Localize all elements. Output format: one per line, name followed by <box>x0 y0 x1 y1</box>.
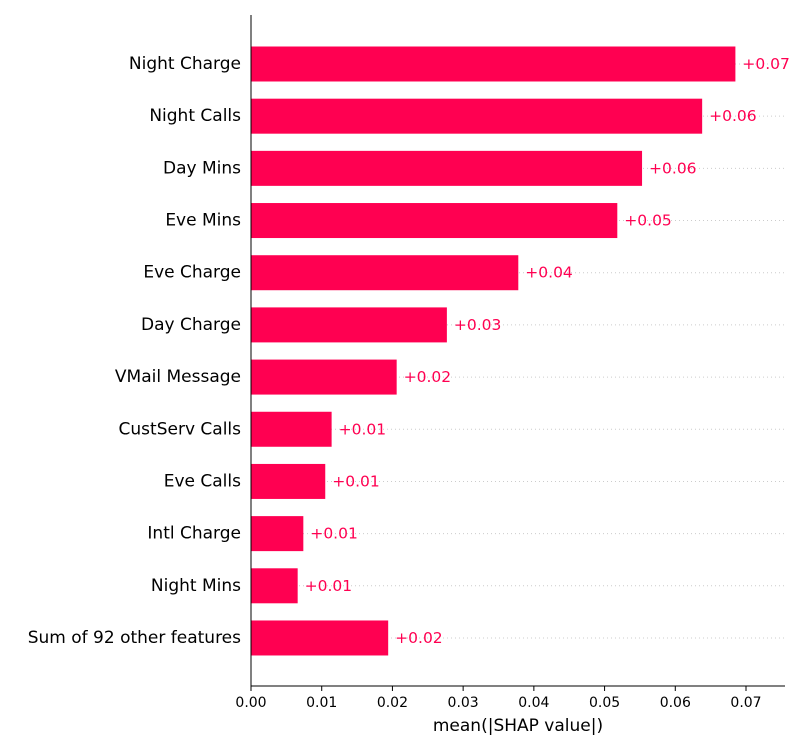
x-tick-label: 0.05 <box>589 695 620 711</box>
value-label: +0.05 <box>624 212 672 230</box>
bar-10 <box>251 516 304 552</box>
value-label: +0.01 <box>310 525 358 543</box>
x-axis-title: mean(|SHAP value|) <box>433 716 603 736</box>
label-layer: Night Charge +0.07 Night Calls +0.06 Day Min… <box>28 54 790 648</box>
bar-3 <box>251 150 643 186</box>
value-label: +0.04 <box>525 264 573 282</box>
value-label: +0.06 <box>649 159 697 177</box>
bar-9 <box>251 463 326 499</box>
feature-label: Night Mins <box>151 576 241 596</box>
bar-11 <box>251 568 298 604</box>
value-label: +0.03 <box>454 316 502 334</box>
x-tick-label: 0.01 <box>306 695 337 711</box>
value-label: +0.01 <box>332 472 380 490</box>
bar-7 <box>251 359 397 395</box>
value-label: +0.06 <box>709 107 757 125</box>
value-label: +0.02 <box>404 368 452 386</box>
x-tick-layer: 0.00 0.01 0.02 0.03 0.04 0.05 0.06 0.07 <box>235 686 762 711</box>
bar-layer <box>251 46 736 656</box>
x-tick-label: 0.00 <box>235 695 266 711</box>
bar-6 <box>251 307 447 343</box>
feature-label: Sum of 92 other features <box>28 628 241 648</box>
x-tick-label: 0.02 <box>377 695 408 711</box>
value-label: +0.07 <box>742 55 790 73</box>
feature-label: Night Calls <box>149 106 241 126</box>
value-label: +0.02 <box>395 629 443 647</box>
x-tick-label: 0.03 <box>448 695 479 711</box>
feature-label: Intl Charge <box>147 524 241 544</box>
feature-label: Eve Mins <box>165 211 241 231</box>
bar-1 <box>251 46 736 82</box>
x-tick-label: 0.04 <box>518 695 549 711</box>
feature-label: VMail Message <box>115 367 241 387</box>
x-tick-label: 0.07 <box>730 695 761 711</box>
axis-layer <box>250 15 785 687</box>
value-label: +0.01 <box>305 577 353 595</box>
value-label: +0.01 <box>339 420 387 438</box>
bar-2 <box>251 98 703 134</box>
bar-12 <box>251 620 389 656</box>
bar-8 <box>251 411 332 447</box>
feature-label: Day Mins <box>163 158 241 178</box>
feature-label: Night Charge <box>129 54 241 74</box>
feature-label: Eve Charge <box>143 263 241 283</box>
feature-label: Day Charge <box>141 315 241 335</box>
bar-5 <box>251 255 519 291</box>
x-tick-label: 0.06 <box>660 695 691 711</box>
bar-4 <box>251 203 618 239</box>
grid-layer <box>251 63 785 639</box>
feature-label: Eve Calls <box>164 471 241 491</box>
feature-label: CustServ Calls <box>119 419 242 439</box>
